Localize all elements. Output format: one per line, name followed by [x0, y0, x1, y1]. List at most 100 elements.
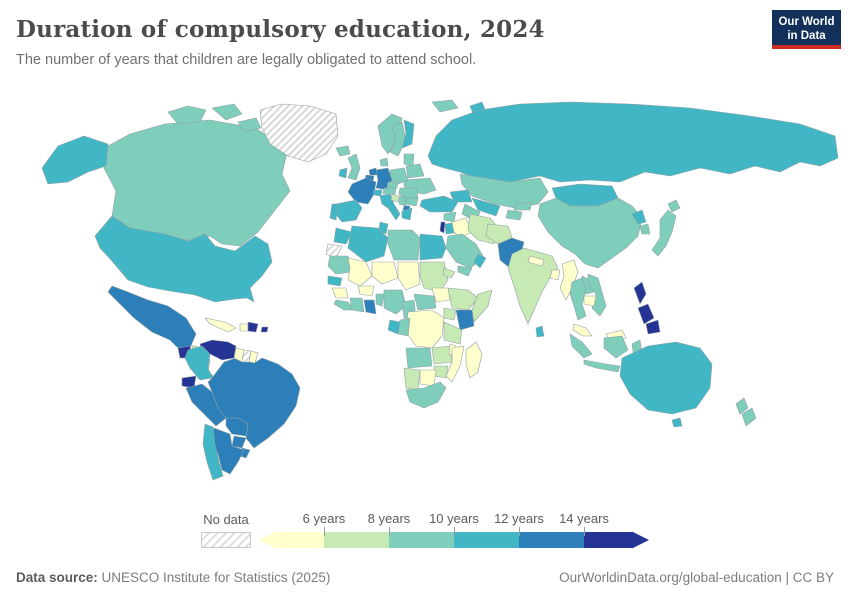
- country-dominican-republic[interactable]: [247, 321, 259, 333]
- country-greece[interactable]: [401, 207, 413, 221]
- country-united-kingdom[interactable]: [347, 153, 361, 181]
- country-japan[interactable]: [667, 199, 681, 213]
- country-myanmar[interactable]: [559, 259, 579, 301]
- country-sri-lanka[interactable]: [535, 325, 545, 338]
- country-ethiopia[interactable]: [447, 287, 479, 311]
- legend-no-data-swatch[interactable]: [201, 532, 251, 548]
- country-uzbekistan[interactable]: [471, 197, 501, 217]
- country-czechia[interactable]: [386, 181, 399, 189]
- country-paraguay[interactable]: [231, 435, 247, 449]
- country-indonesia-java[interactable]: [583, 359, 621, 373]
- legend-bin-lt6[interactable]: [259, 532, 324, 548]
- country-oman[interactable]: [473, 253, 487, 269]
- country-canada-island[interactable]: [211, 103, 243, 121]
- country-tasmania[interactable]: [671, 417, 683, 428]
- country-portugal[interactable]: [329, 203, 339, 221]
- country-mauritania[interactable]: [327, 255, 353, 275]
- country-yemen[interactable]: [457, 265, 473, 277]
- country-congo[interactable]: [397, 317, 411, 337]
- country-russia[interactable]: [427, 101, 839, 183]
- country-kenya[interactable]: [455, 309, 475, 331]
- country-tajikistan[interactable]: [505, 209, 523, 221]
- country-chile[interactable]: [202, 423, 224, 481]
- country-spain[interactable]: [333, 199, 363, 223]
- country-ireland[interactable]: [338, 167, 348, 179]
- country-vietnam[interactable]: [587, 273, 607, 317]
- country-south-africa[interactable]: [405, 381, 447, 409]
- country-ghana[interactable]: [363, 299, 377, 315]
- country-libya[interactable]: [387, 229, 421, 261]
- country-indonesia-sumatra[interactable]: [569, 333, 593, 359]
- legend-bin-8-10[interactable]: [389, 532, 454, 548]
- country-indonesia-borneo[interactable]: [603, 335, 629, 359]
- country-new-zealand-north[interactable]: [735, 397, 749, 415]
- country-japan[interactable]: [651, 209, 677, 257]
- country-dr-congo[interactable]: [405, 309, 445, 349]
- country-south-sudan[interactable]: [431, 287, 451, 303]
- country-tanzania[interactable]: [443, 321, 463, 345]
- country-netherlands[interactable]: [368, 167, 378, 176]
- country-burkina-faso[interactable]: [357, 285, 375, 297]
- country-malaysia[interactable]: [572, 323, 593, 337]
- country-france[interactable]: [347, 177, 377, 205]
- country-sudan[interactable]: [419, 261, 449, 293]
- country-colombia[interactable]: [184, 345, 213, 381]
- legend-bin-6-8[interactable]: [324, 532, 389, 548]
- country-zambia[interactable]: [431, 345, 453, 365]
- country-canada[interactable]: [103, 119, 291, 247]
- country-bolivia[interactable]: [225, 417, 249, 437]
- country-belarus[interactable]: [405, 163, 425, 179]
- country-canada-island[interactable]: [237, 117, 262, 133]
- country-cuba[interactable]: [204, 317, 237, 333]
- country-finland[interactable]: [401, 119, 415, 149]
- country-croatia[interactable]: [390, 193, 401, 203]
- country-jordan[interactable]: [444, 222, 455, 235]
- country-uganda[interactable]: [443, 307, 457, 321]
- country-nigeria[interactable]: [383, 289, 407, 315]
- legend-bin-10-12[interactable]: [454, 532, 519, 548]
- country-niger[interactable]: [371, 261, 399, 285]
- owid-logo[interactable]: Our World in Data: [772, 10, 841, 49]
- country-mozambique[interactable]: [445, 345, 465, 383]
- country-guinea[interactable]: [331, 287, 349, 299]
- legend-bin-12-14[interactable]: [519, 532, 584, 548]
- country-haiti[interactable]: [239, 323, 249, 332]
- country-china[interactable]: [537, 197, 643, 269]
- legend-bin-14plus[interactable]: [584, 532, 649, 548]
- country-mexico[interactable]: [107, 285, 197, 349]
- country-zimbabwe[interactable]: [433, 365, 449, 379]
- footer-url[interactable]: OurWorldinData.org/global-education | CC…: [559, 570, 834, 585]
- country-south-korea[interactable]: [639, 223, 651, 235]
- country-somalia[interactable]: [471, 289, 493, 323]
- country-philippines-mindanao[interactable]: [645, 319, 661, 335]
- country-angola[interactable]: [405, 347, 433, 369]
- country-azerbaijan[interactable]: [449, 189, 473, 203]
- country-chad[interactable]: [397, 261, 421, 291]
- country-namibia[interactable]: [403, 367, 421, 391]
- country-central-african-republic[interactable]: [413, 293, 437, 311]
- country-gabon[interactable]: [387, 319, 401, 335]
- country-puerto-rico[interactable]: [260, 326, 269, 333]
- country-canada-island[interactable]: [167, 105, 207, 125]
- country-italy[interactable]: [379, 193, 401, 221]
- country-eritrea[interactable]: [442, 267, 456, 279]
- country-israel[interactable]: [439, 221, 446, 234]
- country-ivory-coast[interactable]: [349, 297, 365, 313]
- country-liberia[interactable]: [333, 299, 355, 311]
- country-india[interactable]: [507, 247, 559, 325]
- country-mali[interactable]: [347, 257, 373, 287]
- country-syria[interactable]: [443, 211, 457, 223]
- country-turkey[interactable]: [419, 195, 459, 213]
- country-tunisia[interactable]: [378, 221, 389, 235]
- country-benin[interactable]: [375, 293, 385, 307]
- country-greenland[interactable]: [259, 103, 339, 163]
- country-denmark[interactable]: [379, 157, 389, 167]
- country-baltics[interactable]: [403, 153, 415, 167]
- country-nepal[interactable]: [527, 255, 545, 267]
- country-bangladesh[interactable]: [549, 269, 561, 281]
- country-madagascar[interactable]: [465, 341, 483, 379]
- country-cambodia[interactable]: [583, 295, 597, 307]
- country-new-zealand-south[interactable]: [741, 407, 757, 427]
- country-switzerland[interactable]: [372, 189, 383, 197]
- country-austria[interactable]: [382, 187, 397, 195]
